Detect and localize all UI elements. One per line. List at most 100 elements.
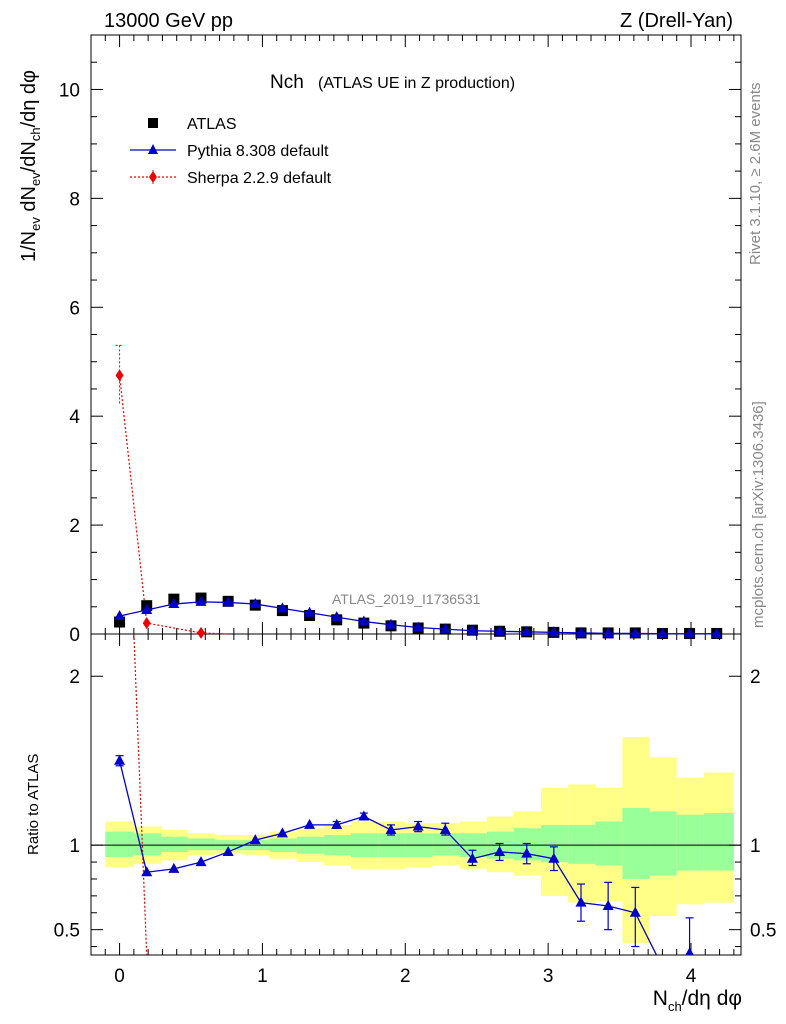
- header-left: 13000 GeV pp: [104, 10, 233, 32]
- legend-atlas-marker: [148, 118, 158, 128]
- ratio-uncertainty-bands: [105, 737, 734, 944]
- pythia-ratio-line: [118, 760, 690, 955]
- y-tick-label: 8: [69, 189, 80, 210]
- x-tick-label: 4: [686, 966, 697, 987]
- pythia-ratio-point: [141, 866, 153, 877]
- y-tick-label: 2: [69, 516, 80, 537]
- pythia-ratio-point: [439, 823, 451, 834]
- pythia-ratio-point: [249, 834, 261, 845]
- pythia-point: [466, 624, 478, 635]
- pythia-point: [385, 618, 397, 629]
- ratio-band-stat: [595, 821, 623, 866]
- ratio-y-tick-label-right: 2: [750, 667, 761, 688]
- ratio-band-stat: [161, 836, 189, 852]
- pythia-ratio-point: [629, 906, 641, 917]
- pythia-ratio-point: [466, 852, 478, 863]
- pythia-ratio-point: [494, 845, 506, 856]
- pythia-point: [276, 602, 288, 613]
- ratio-y-tick-label-right: 0.5: [750, 921, 776, 942]
- pythia-point: [575, 626, 587, 637]
- pythia-point: [358, 615, 370, 626]
- pythia-ratio-point: [358, 810, 370, 821]
- header-right: Z (Drell-Yan): [620, 10, 733, 32]
- pythia-point: [195, 595, 207, 606]
- ratio-clipped: [114, 754, 694, 955]
- pythia-ratio-point: [168, 862, 180, 873]
- pythia-point: [222, 596, 234, 607]
- pythia-ratio-point: [276, 827, 288, 838]
- legend: ATLAS Pythia 8.308 default Sherpa 2.2.9 …: [130, 116, 332, 187]
- analysis-tag: ATLAS_2019_I1736531: [332, 591, 481, 607]
- pythia-ratio-point: [521, 847, 533, 858]
- y-tick-label: 10: [59, 80, 80, 101]
- pythia-point: [304, 606, 316, 617]
- data-marks: [114, 344, 723, 956]
- pythia-ratio-point: [548, 852, 560, 863]
- pythia-ratio-point: [222, 845, 234, 856]
- y-tick-label: 6: [69, 298, 80, 319]
- x-tick-label: 3: [543, 966, 554, 987]
- sherpa-point: [142, 617, 151, 630]
- pythia-ratio-point: [195, 856, 207, 867]
- legend-pythia-marker: [148, 144, 158, 154]
- atlas-point: [114, 616, 126, 628]
- pythia-point: [602, 627, 614, 638]
- ratio-y-label: Ratio to ATLAS: [25, 754, 42, 855]
- ratio-y-tick-label: 0.5: [54, 921, 80, 942]
- x-tick-label: 0: [114, 966, 125, 987]
- main-y-label: 1/Nev dNev/dNch/dη dφ: [18, 70, 43, 262]
- ratio-band-stat: [703, 813, 734, 871]
- pythia-point: [548, 626, 560, 637]
- x-tick-label: 1: [257, 966, 268, 987]
- pythia-ratio-point: [575, 896, 587, 907]
- ratio-band-stat: [188, 838, 216, 851]
- plot-title-main: Nch: [270, 72, 304, 93]
- x-axis-label: Nch/dη dφ: [653, 987, 742, 1014]
- y-tick-label: 0: [69, 625, 80, 646]
- ratio-band-stat: [622, 808, 650, 879]
- pythia-ratio-point: [331, 818, 343, 829]
- pythia-ratio-point: [602, 900, 614, 911]
- mcplots-label: mcplots.cern.ch [arXiv:1306.3436]: [750, 401, 767, 628]
- pythia-point: [494, 625, 506, 636]
- sherpa-ratio-line: [133, 633, 148, 956]
- ratio-frame: [90, 633, 742, 956]
- ratio-y-tick-label-right: 1: [750, 836, 761, 857]
- sherpa-point: [115, 369, 124, 382]
- pythia-point: [521, 625, 533, 636]
- pythia-point: [711, 627, 723, 638]
- legend-atlas-label: ATLAS: [187, 116, 237, 133]
- pythia-point: [439, 623, 451, 634]
- axes: 0 1 2 3 4 0 2 4 6 8 10 0.5 0.5 1 1 2 2: [54, 34, 776, 987]
- pythia-ratio-point: [685, 947, 694, 955]
- pythia-point: [249, 598, 261, 609]
- legend-sherpa-label: Sherpa 2.2.9 default: [187, 170, 332, 187]
- ratio-band-stat: [649, 811, 677, 876]
- ratio-band-stat: [676, 814, 704, 871]
- pythia-point: [412, 621, 424, 632]
- pythia-point: [168, 598, 180, 609]
- plot-title-sub: (ATLAS UE in Z production): [318, 75, 515, 92]
- pythia-point: [656, 627, 668, 638]
- sherpa-line: [118, 375, 229, 635]
- ratio-band-stat: [432, 833, 460, 856]
- ratio-y-tick-label: 1: [69, 836, 80, 857]
- pythia-point: [684, 627, 696, 638]
- rivet-label: Rivet 3.1.10, ≥ 2.6M events: [747, 83, 764, 266]
- sherpa-point: [197, 626, 205, 639]
- pythia-point: [629, 627, 641, 638]
- pythia-ratio-point: [304, 818, 316, 829]
- pythia-point: [331, 611, 343, 622]
- pythia-ratio-point: [114, 754, 126, 765]
- y-tick-label: 4: [69, 407, 80, 428]
- ratio-band-stat: [105, 831, 134, 858]
- pythia-point: [114, 610, 126, 621]
- x-tick-label: 2: [400, 966, 411, 987]
- pythia-point: [141, 604, 153, 615]
- legend-pythia-label: Pythia 8.308 default: [187, 143, 329, 160]
- pythia-ratio-point: [385, 823, 397, 834]
- legend-sherpa-marker: [149, 171, 157, 183]
- ratio-y-tick-label: 2: [69, 667, 80, 688]
- pythia-ratio-point: [412, 820, 424, 831]
